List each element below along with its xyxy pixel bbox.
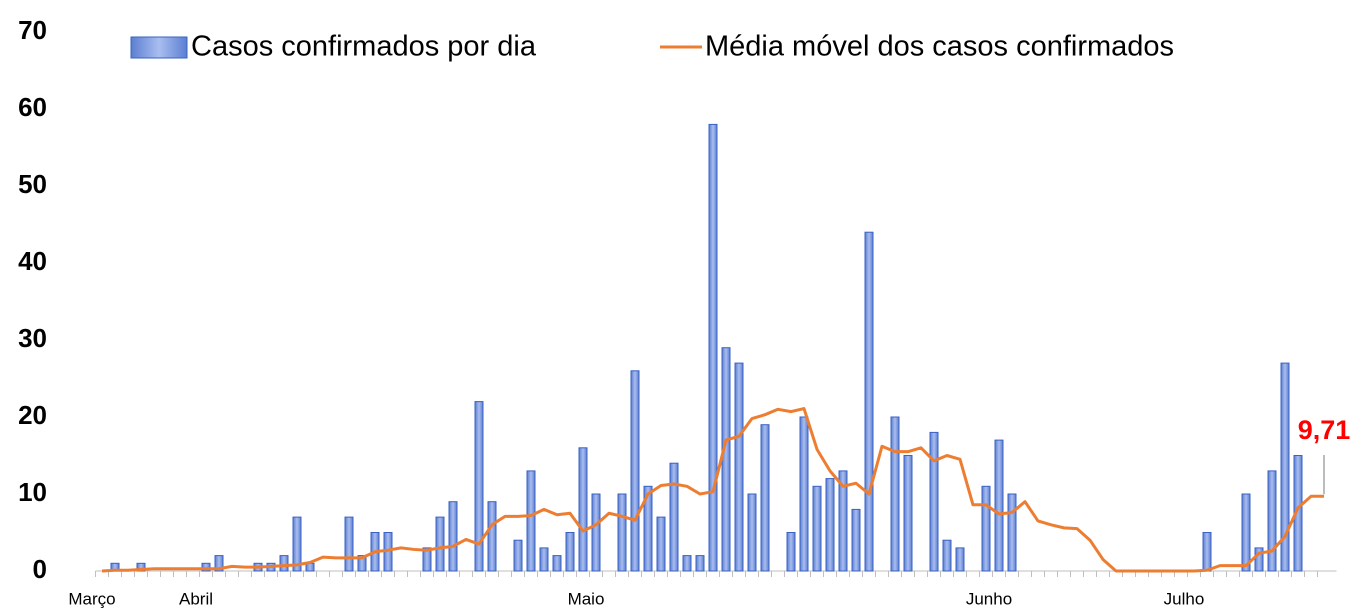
bar — [656, 516, 666, 572]
x-tick-label: Abril — [179, 589, 213, 608]
bar — [1202, 532, 1212, 572]
bar — [786, 532, 796, 572]
bar — [526, 470, 536, 572]
y-tick-label: 0 — [33, 554, 47, 584]
bar — [955, 547, 965, 572]
bar — [669, 462, 679, 572]
moving-average-line — [101, 407, 1325, 573]
bar — [812, 485, 822, 572]
bar — [708, 123, 718, 572]
bar — [279, 555, 289, 572]
bar — [136, 562, 146, 572]
bar — [994, 439, 1004, 572]
bar — [1241, 493, 1251, 572]
y-tick-label: 20 — [18, 400, 47, 430]
bar — [357, 555, 367, 572]
x-tick-label: Julho — [1164, 589, 1205, 608]
bar — [344, 516, 354, 572]
y-tick-label: 40 — [18, 246, 47, 276]
bar — [981, 485, 991, 572]
bar — [474, 401, 484, 572]
bar — [942, 539, 952, 572]
y-tick-label: 50 — [18, 169, 47, 199]
bar — [721, 347, 731, 572]
bar — [695, 555, 705, 572]
bar — [643, 485, 653, 572]
y-tick-label: 60 — [18, 92, 47, 122]
bar — [851, 508, 861, 572]
legend-swatch — [130, 36, 188, 59]
bar — [617, 493, 627, 572]
bar — [630, 370, 640, 572]
bar — [1007, 493, 1017, 572]
bar — [734, 362, 744, 572]
bar — [1267, 470, 1277, 572]
legend-label: Média móvel dos casos confirmados — [705, 31, 1174, 63]
bar — [565, 532, 575, 572]
bar — [825, 478, 835, 572]
bar — [760, 424, 770, 572]
bar — [799, 416, 809, 572]
y-tick-label: 70 — [18, 15, 47, 45]
bar — [422, 547, 432, 572]
bar — [1254, 547, 1264, 572]
bar — [864, 231, 874, 572]
bar — [903, 455, 913, 572]
bar — [448, 501, 458, 572]
bar — [890, 416, 900, 572]
x-tick-label: Junho — [966, 589, 1012, 608]
bar — [1280, 362, 1290, 572]
bar — [682, 555, 692, 572]
bar — [201, 562, 211, 572]
y-tick-label: 10 — [18, 477, 47, 507]
bar — [591, 493, 601, 572]
x-tick-label: Março — [68, 589, 115, 608]
bar — [292, 516, 302, 572]
bar — [539, 547, 549, 572]
bar — [435, 516, 445, 572]
bar — [513, 539, 523, 572]
data-label: 9,71 — [1298, 415, 1351, 445]
bar — [578, 447, 588, 572]
bar — [552, 555, 562, 572]
bar — [487, 501, 497, 572]
bar — [747, 493, 757, 572]
y-tick-label: 30 — [18, 323, 47, 353]
bar — [214, 555, 224, 572]
bar — [838, 470, 848, 572]
bar — [929, 431, 939, 572]
legend-label: Casos confirmados por dia — [191, 31, 537, 63]
x-tick-label: Maio — [568, 589, 605, 608]
